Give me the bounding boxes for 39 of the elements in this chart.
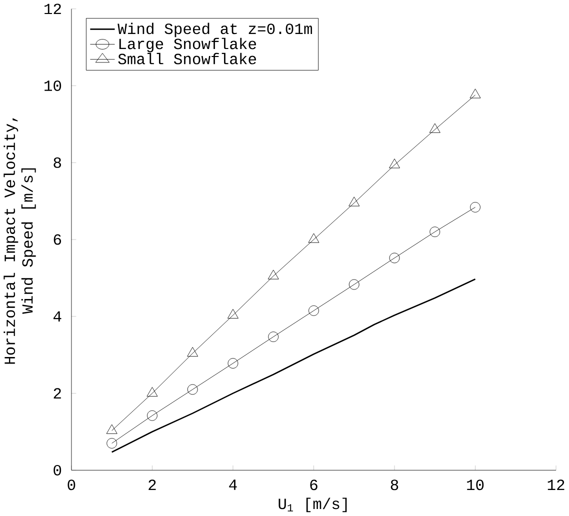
point xyxy=(429,123,440,133)
x-tick-label: 4 xyxy=(229,480,237,490)
y-tick-label: 6 xyxy=(54,234,62,245)
point xyxy=(348,279,360,290)
point xyxy=(389,252,400,264)
y-tick-label: 4 xyxy=(53,311,62,322)
point xyxy=(268,270,279,280)
y-tick-label: 12 xyxy=(44,4,61,14)
x-tick-label: 6 xyxy=(310,480,318,490)
legend-label: Large Snowflake xyxy=(119,38,256,52)
text: U$_{1}$ [m/s] xyxy=(278,498,347,512)
point xyxy=(470,88,481,98)
y-tick-label: 8 xyxy=(54,157,61,168)
x-tick-label: 0 xyxy=(68,480,76,490)
point xyxy=(187,347,198,357)
point xyxy=(268,332,279,342)
y-tick-label: 0 xyxy=(54,465,62,476)
x-tick-label: 12 xyxy=(548,480,564,490)
point xyxy=(348,196,360,206)
point xyxy=(147,410,158,421)
x-tick-label: 2 xyxy=(148,480,156,490)
point xyxy=(308,306,319,316)
y-tick-label: 2 xyxy=(54,388,61,399)
point xyxy=(308,233,320,243)
legend-label: Small Snowflake xyxy=(118,52,256,64)
point xyxy=(430,226,440,238)
y-axis-title: Horizontal Impact Velocity, Wind Speed [m/s] xyxy=(4,118,36,364)
legend-label: Wind Speed at z=0.01m xyxy=(118,22,312,38)
line-series xyxy=(111,278,476,453)
x-tick-label: 10 xyxy=(467,480,484,490)
point xyxy=(470,202,480,213)
x-tick-label: 8 xyxy=(390,480,398,490)
point xyxy=(227,309,238,319)
point xyxy=(187,384,198,395)
point xyxy=(106,438,118,449)
point xyxy=(389,158,400,168)
point xyxy=(228,358,238,369)
point xyxy=(146,387,158,397)
y-tick-label: 10 xyxy=(44,80,62,92)
